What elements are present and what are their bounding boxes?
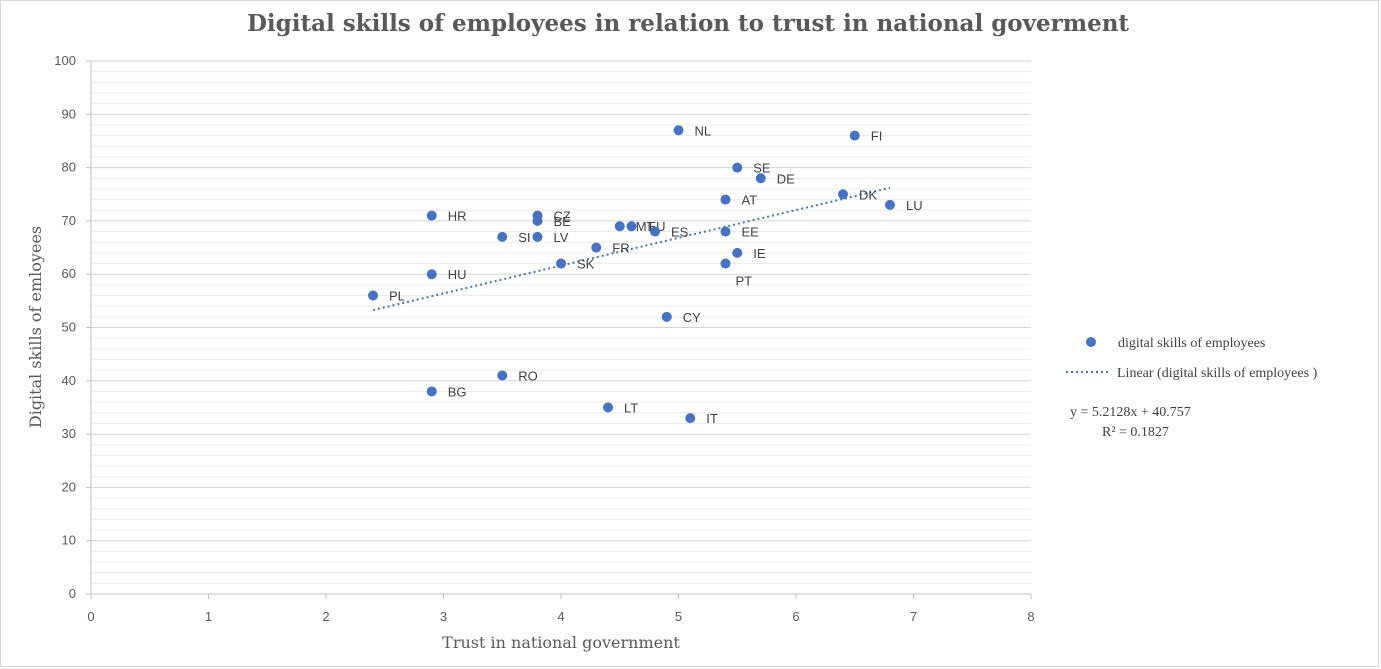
data-point-bg bbox=[426, 386, 437, 397]
y-tick-label: 100 bbox=[54, 53, 76, 68]
data-label-ro: RO bbox=[518, 368, 538, 383]
linear-trendline bbox=[372, 186, 891, 312]
data-point-hr bbox=[426, 210, 437, 221]
data-point-sk bbox=[556, 258, 566, 269]
data-label-ee: EE bbox=[742, 225, 760, 240]
data-point-it bbox=[685, 413, 696, 424]
y-tick-label: 90 bbox=[62, 106, 76, 121]
data-point-pt bbox=[720, 258, 731, 269]
data-point-lv bbox=[532, 231, 543, 242]
x-tick-label: 8 bbox=[1027, 609, 1034, 624]
grid bbox=[91, 60, 1031, 584]
data-label-fr: FR bbox=[612, 241, 629, 256]
x-tick-label: 7 bbox=[910, 609, 917, 624]
trendline-r-squared: R² = 0.1827 bbox=[1102, 425, 1169, 440]
legend-marker bbox=[1086, 337, 1096, 347]
data-label-hr: HR bbox=[448, 209, 467, 224]
data-label-at: AT bbox=[742, 193, 758, 208]
data-label-bg: BG bbox=[448, 384, 467, 399]
data-point-ee bbox=[720, 226, 731, 237]
data-label-lu: LU bbox=[906, 198, 923, 213]
data-label-de: DE bbox=[777, 171, 795, 186]
data-point-eu bbox=[626, 221, 637, 232]
data-label-si: SI bbox=[518, 230, 530, 245]
data-point-nl bbox=[673, 125, 684, 136]
y-tick-label: 50 bbox=[62, 320, 76, 335]
data-point-dk bbox=[838, 189, 848, 200]
legend: digital skills of employees Linear (digi… bbox=[1066, 336, 1318, 381]
data-label-ie: IE bbox=[753, 246, 766, 261]
y-tick-label: 60 bbox=[62, 266, 76, 281]
data-point-at bbox=[720, 194, 731, 205]
data-label-es: ES bbox=[671, 225, 689, 240]
data-label-it: IT bbox=[706, 411, 718, 426]
y-tick-label: 10 bbox=[62, 533, 76, 548]
trendline-equation: y = 5.2128x + 40.757 bbox=[1070, 405, 1191, 420]
data-label-mt: MT bbox=[636, 219, 655, 234]
data-label-sk: SK bbox=[577, 257, 595, 272]
data-point-es bbox=[650, 226, 660, 237]
data-point-hu bbox=[426, 269, 437, 280]
data-label-cy: CY bbox=[683, 310, 701, 325]
data-label-lt: LT bbox=[624, 400, 638, 415]
data-label-hu: HU bbox=[448, 267, 467, 282]
legend-label-series: digital skills of employees bbox=[1118, 336, 1265, 351]
x-tick-label: 1 bbox=[205, 609, 212, 624]
data-point-ie bbox=[732, 247, 743, 258]
data-label-se: SE bbox=[753, 161, 771, 176]
data-point-se bbox=[732, 162, 743, 173]
data-label-be: BE bbox=[554, 214, 572, 229]
data-label-fi: FI bbox=[871, 129, 883, 144]
data-point-mt bbox=[614, 221, 625, 232]
data-point-lt bbox=[603, 402, 613, 413]
x-tick-label: 4 bbox=[557, 609, 564, 624]
data-point-ro bbox=[497, 370, 508, 381]
data-label-nl: NL bbox=[695, 123, 712, 138]
y-tick-label: 70 bbox=[62, 213, 76, 228]
y-axis-title: Digital skills of emloyees bbox=[26, 226, 45, 428]
legend-label-trendline: Linear (digital skills of employees ) bbox=[1117, 366, 1318, 381]
data-point-si bbox=[497, 231, 508, 242]
x-tick-label: 2 bbox=[322, 609, 329, 624]
x-tick-label: 0 bbox=[87, 609, 94, 624]
chart-title: Digital skills of employees in relation … bbox=[247, 10, 1129, 37]
y-tick-label: 0 bbox=[69, 586, 76, 601]
y-tick-label: 80 bbox=[62, 160, 76, 175]
y-tick-label: 20 bbox=[62, 479, 76, 494]
data-point-fi bbox=[849, 130, 860, 141]
data-label-lv: LV bbox=[554, 230, 569, 245]
x-tick-label: 5 bbox=[675, 609, 682, 624]
x-axis-title: Trust in national government bbox=[442, 633, 680, 652]
y-tick-label: 30 bbox=[62, 426, 76, 441]
x-tick-label: 6 bbox=[792, 609, 799, 624]
data-point-fr bbox=[591, 242, 602, 253]
data-point-lu bbox=[885, 199, 895, 210]
axes: 0 10 20 30 40 50 60 70 80 90 100 0 1 2 3 4 5 6 7 8 bbox=[54, 53, 1034, 624]
data-point-cy bbox=[661, 311, 672, 322]
x-tick-label: 3 bbox=[440, 609, 447, 624]
data-label-dk: DK bbox=[859, 187, 877, 202]
data-point-de bbox=[755, 173, 766, 184]
trendline-layer bbox=[372, 186, 891, 312]
data-label-cz: CZ bbox=[554, 209, 571, 224]
data-label-pt: PT bbox=[736, 274, 753, 289]
data-label-pl: PL bbox=[389, 289, 405, 304]
data-point-be bbox=[532, 215, 543, 226]
data-point-pl bbox=[368, 290, 378, 301]
y-tick-label: 40 bbox=[62, 373, 76, 388]
